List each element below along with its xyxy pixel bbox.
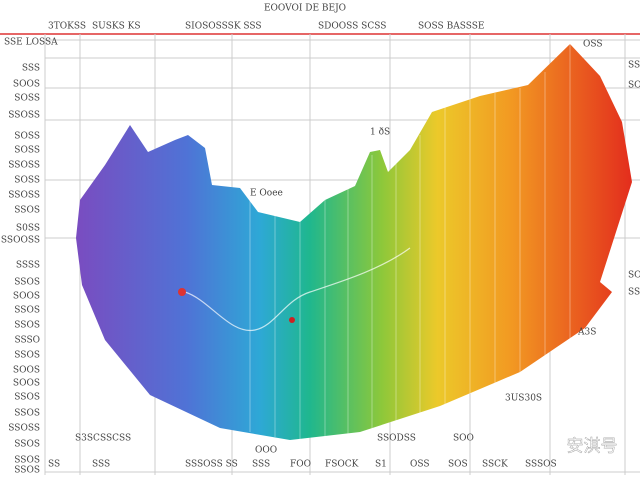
column-header: SOSS BASSSE bbox=[418, 22, 484, 32]
trend-line bbox=[184, 247, 411, 331]
left-label: SOSS bbox=[14, 146, 40, 156]
bottom-label: S1 bbox=[375, 460, 387, 470]
left-label: SSOS bbox=[14, 206, 40, 216]
left-label: SSOOSS bbox=[1, 236, 40, 246]
left-label: SSOS bbox=[14, 278, 40, 288]
bottom-label: SSSOS bbox=[525, 460, 557, 470]
annotation: SSODSS bbox=[377, 434, 416, 444]
column-header: 3TOKSS bbox=[48, 22, 86, 32]
column-header: SDOOSS SCSS bbox=[318, 22, 386, 32]
bottom-label: SSCK bbox=[482, 460, 508, 470]
annotation: E Ooee bbox=[250, 189, 283, 199]
bottom-label: SSSOSS SS bbox=[185, 460, 238, 470]
annotation: 3US30S bbox=[505, 394, 542, 404]
annotation: 1 ðS bbox=[370, 127, 390, 138]
watermark: 安淇号 bbox=[567, 437, 618, 457]
right-label: SSO bbox=[628, 61, 640, 71]
left-label: SSOS bbox=[14, 321, 40, 331]
annotation: A3S bbox=[577, 328, 596, 338]
left-label: SSOS bbox=[14, 351, 40, 361]
corner-left: SSE LOSSA bbox=[4, 38, 58, 48]
bottom-label: OSS bbox=[410, 460, 430, 470]
left-label: SSSO bbox=[14, 336, 40, 346]
labels: 3TOKSS SUSKS KS SIOSOSSSK SSS SDOOSS SCSS SO… bbox=[1, 22, 640, 476]
right-label: SOS bbox=[628, 81, 640, 91]
left-label: SOOS bbox=[13, 292, 40, 302]
left-label: SSOS bbox=[14, 409, 40, 419]
bottom-label: SOS bbox=[448, 460, 468, 470]
left-label: SSS bbox=[22, 64, 40, 74]
rainbow-shape bbox=[76, 44, 632, 440]
left-label: SSOSS bbox=[8, 161, 40, 171]
marker bbox=[289, 317, 295, 323]
left-label: SSOS bbox=[14, 466, 40, 476]
left-label: SSOSS bbox=[8, 191, 40, 201]
corner-right: OSS bbox=[583, 40, 603, 50]
left-label: SOOS bbox=[13, 366, 40, 376]
left-label: SOSS bbox=[14, 176, 40, 186]
right-label: SSS bbox=[628, 288, 640, 298]
left-label: SSOS bbox=[14, 393, 40, 403]
column-header: SIOSOSSSK SSS bbox=[185, 22, 262, 32]
right-label: SOS bbox=[628, 271, 640, 281]
column-header: SUSKS KS bbox=[92, 22, 141, 32]
bottom-label: FOO bbox=[290, 460, 311, 470]
bottom-label: SSS bbox=[92, 460, 110, 470]
left-label: SOOS bbox=[13, 80, 40, 90]
left-label: SSSS bbox=[16, 261, 40, 271]
bottom-label: FSOCK bbox=[325, 460, 359, 470]
left-label: SSOSS bbox=[8, 111, 40, 121]
bottom-label: SS bbox=[48, 460, 60, 470]
left-label: SSOS bbox=[14, 456, 40, 466]
left-label: SSOS bbox=[14, 440, 40, 450]
bottom-label: SSS bbox=[252, 460, 270, 470]
title: EOOVOI DE BEJO bbox=[264, 4, 346, 14]
annotation: S3SCSSCSS bbox=[75, 434, 131, 444]
left-label: SSOSS bbox=[8, 424, 40, 434]
left-label: SOSS bbox=[14, 94, 40, 104]
left-label: SOSS bbox=[14, 132, 40, 142]
left-label: S0SS bbox=[16, 224, 40, 234]
band-lines bbox=[249, 44, 571, 440]
left-label: SOOS bbox=[13, 379, 40, 389]
annotation: OOO bbox=[255, 446, 277, 456]
marker bbox=[178, 288, 186, 296]
left-label: SSOS bbox=[14, 306, 40, 316]
annotation: SOO bbox=[453, 434, 474, 444]
